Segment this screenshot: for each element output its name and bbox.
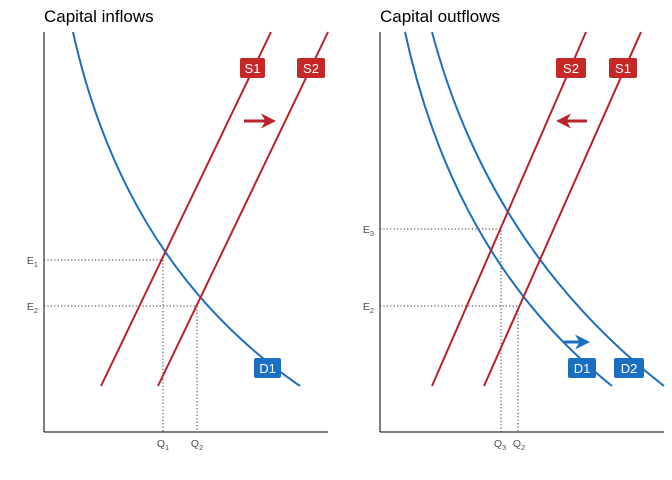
y-tick-e1: E1 <box>27 255 38 269</box>
badge-s1: S1 <box>240 58 265 78</box>
panel-title: Capital outflows <box>380 7 500 26</box>
badge-d1: D1 <box>254 358 281 378</box>
y-tick-e2: E2 <box>27 301 38 315</box>
panel-capital-inflows: Capital inflows S1 S2 D1 E1 E2 <box>27 7 329 452</box>
badge-label: S2 <box>303 61 319 76</box>
guide-e2-q2 <box>44 305 198 432</box>
x-tick-q3: Q3 <box>494 438 506 452</box>
supply-curve-s1 <box>100 31 272 387</box>
badge-d1: D1 <box>568 358 596 378</box>
badge-label: S2 <box>563 61 579 76</box>
badge-label: D1 <box>574 361 591 376</box>
x-tick-q2: Q2 <box>513 438 525 452</box>
x-tick-q1: Q1 <box>157 438 169 452</box>
y-tick-e2: E2 <box>363 301 374 315</box>
demand-curve-d2 <box>431 31 665 387</box>
badge-d2: D2 <box>614 358 644 378</box>
guide-e3-q3 <box>380 228 502 432</box>
badge-s2: S2 <box>297 58 325 78</box>
x-tick-q2: Q2 <box>191 438 203 452</box>
badge-label: S1 <box>245 61 261 76</box>
demand-curve-d1 <box>72 31 301 387</box>
supply-curve-s2 <box>157 31 329 387</box>
badge-s1: S1 <box>609 58 637 78</box>
badge-label: D1 <box>259 361 276 376</box>
badge-label: S1 <box>615 61 631 76</box>
badge-s2: S2 <box>556 58 586 78</box>
supply-curve-s1 <box>483 31 642 387</box>
demand-curve-d1 <box>404 31 613 387</box>
panel-title: Capital inflows <box>44 7 154 26</box>
guide-e2-q2 <box>380 305 519 432</box>
supply-curve-s2 <box>431 31 587 387</box>
y-tick-e3: E3 <box>363 224 374 238</box>
guide-e1-q1 <box>44 259 164 432</box>
panel-capital-outflows: Capital outflows S2 S1 D1 D <box>363 7 665 452</box>
badge-label: D2 <box>621 361 638 376</box>
